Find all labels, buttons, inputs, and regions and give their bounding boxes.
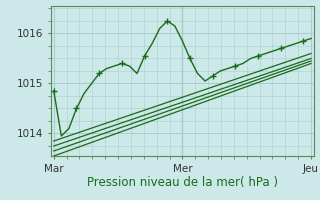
- X-axis label: Pression niveau de la mer( hPa ): Pression niveau de la mer( hPa ): [87, 176, 278, 189]
